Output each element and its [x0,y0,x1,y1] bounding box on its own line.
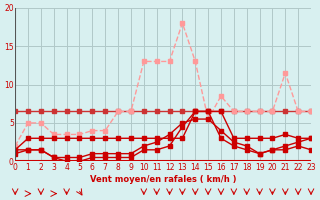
X-axis label: Vent moyen/en rafales ( km/h ): Vent moyen/en rafales ( km/h ) [90,175,236,184]
